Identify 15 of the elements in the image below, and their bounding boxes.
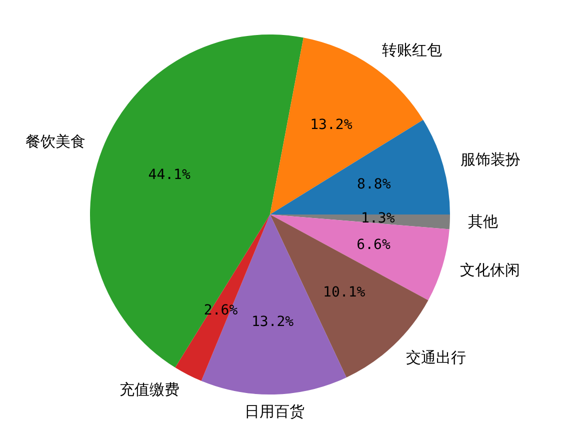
slice-label: 转账红包 bbox=[382, 41, 442, 60]
data-label: 6.6% bbox=[356, 236, 391, 253]
data-label: 44.1% bbox=[148, 166, 191, 183]
data-label: 1.3% bbox=[361, 210, 396, 227]
slice-label: 充值缴费 bbox=[120, 380, 180, 399]
data-label: 13.2% bbox=[310, 117, 353, 134]
slice-label: 其他 bbox=[468, 212, 498, 230]
data-label: 13.2% bbox=[251, 314, 294, 330]
slice-label: 文化休闲 bbox=[460, 260, 520, 279]
slice-label: 日用百货 bbox=[244, 402, 305, 420]
slice-label: 交通出行 bbox=[406, 348, 466, 366]
slice-label: 餐饮美食 bbox=[25, 132, 86, 151]
slice-label: 服饰装扮 bbox=[460, 150, 520, 168]
data-label: 10.1% bbox=[323, 284, 366, 301]
data-label: 8.8% bbox=[357, 176, 392, 193]
